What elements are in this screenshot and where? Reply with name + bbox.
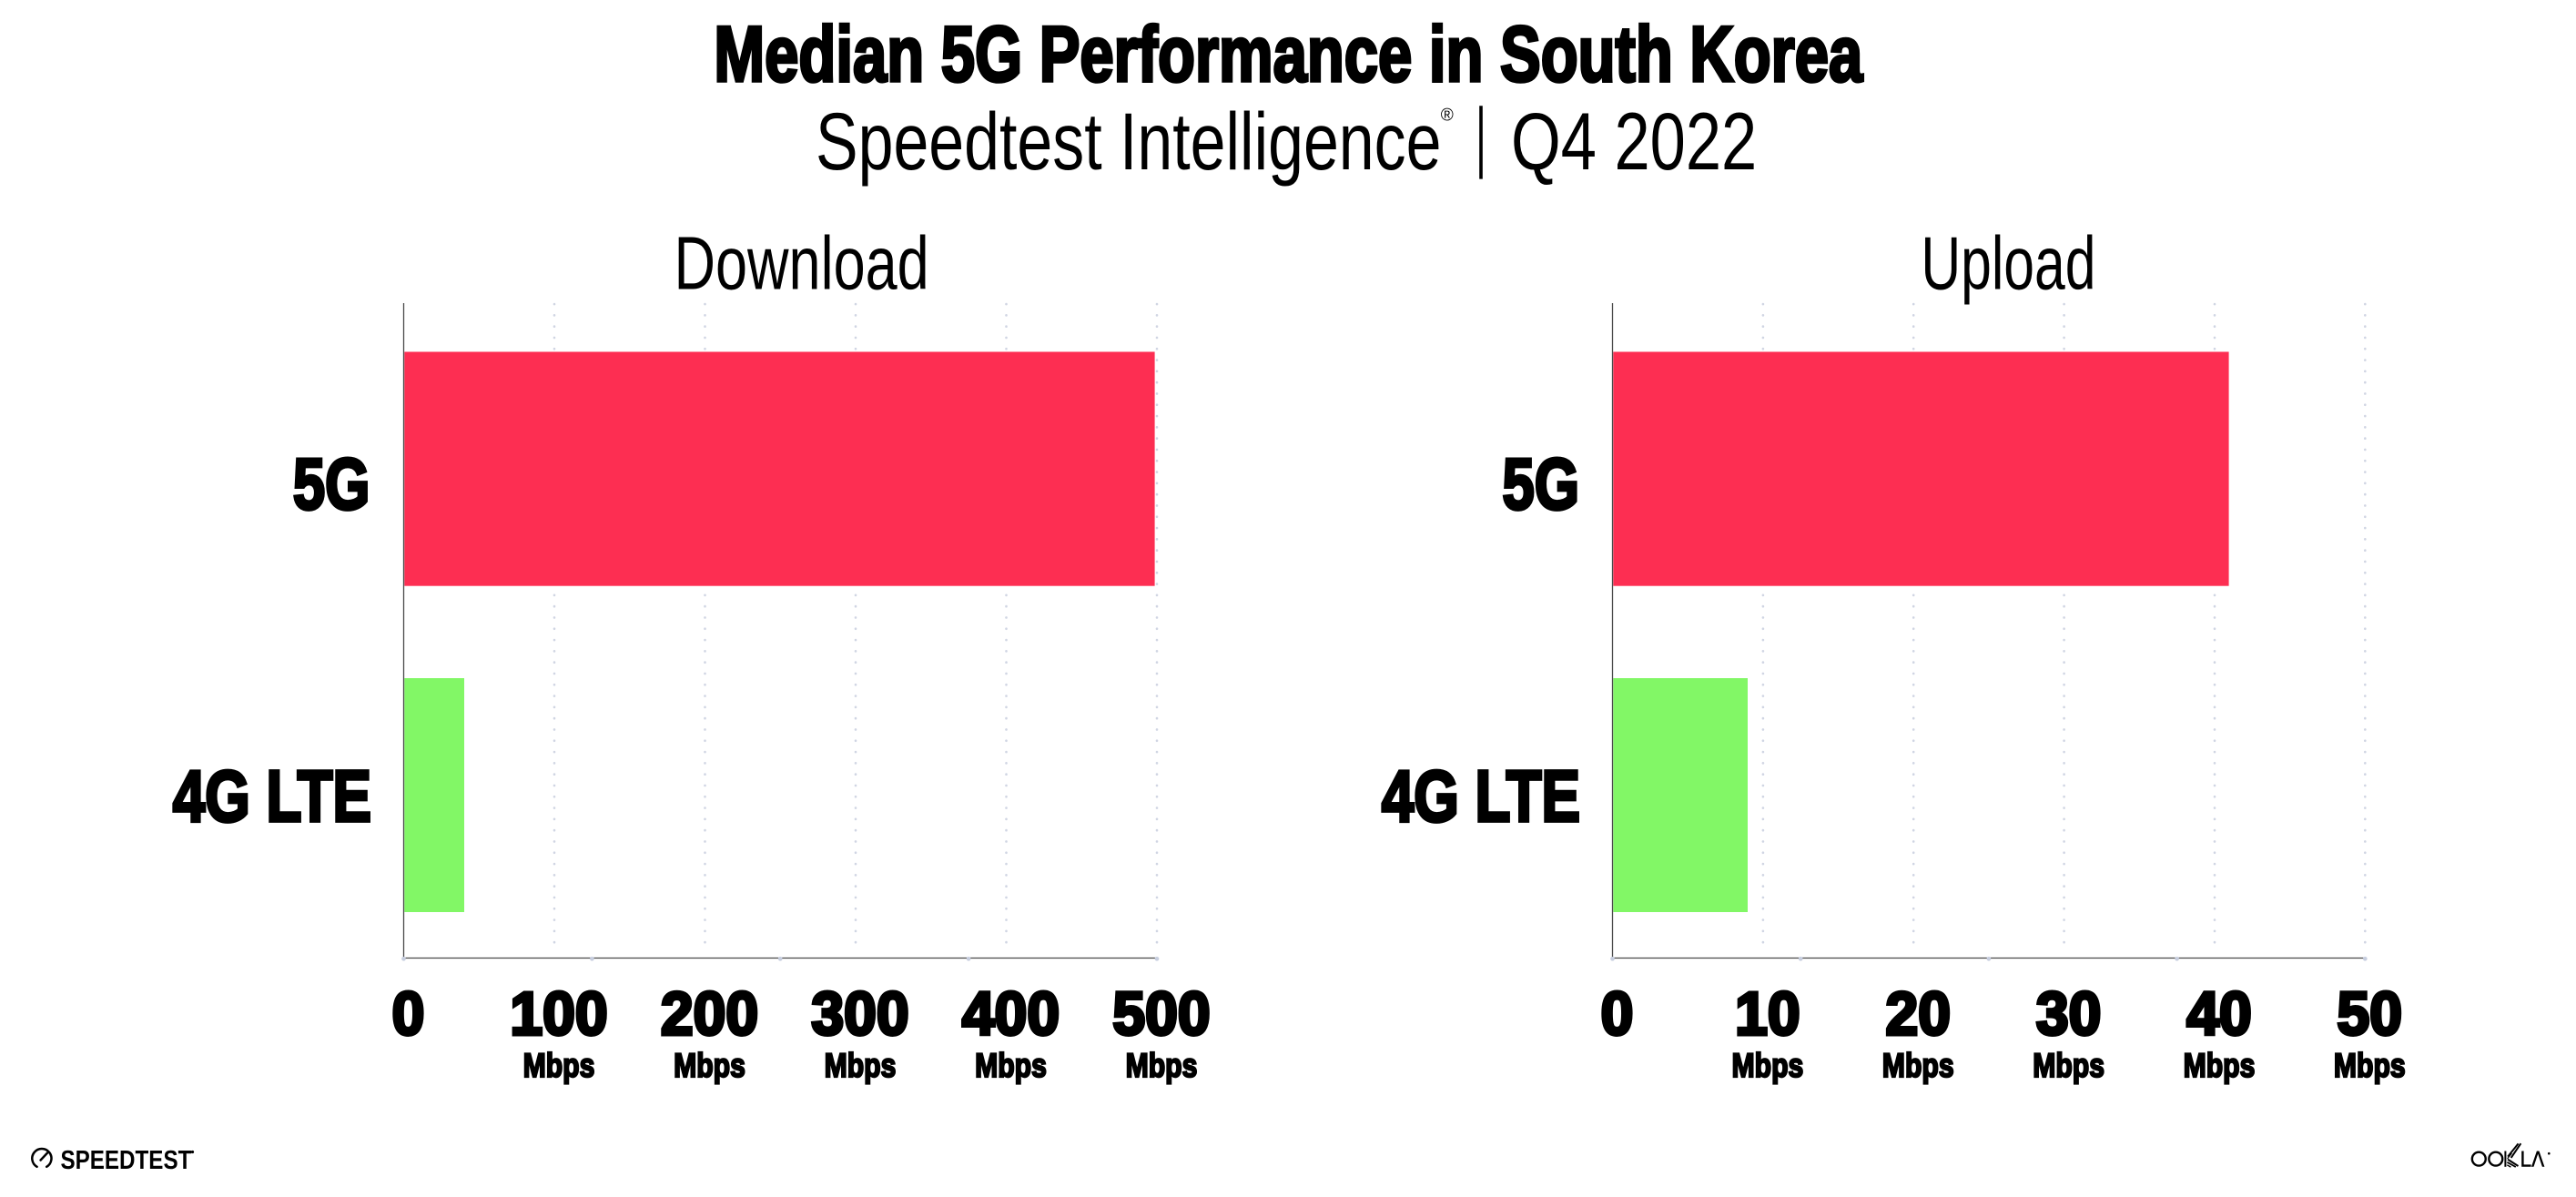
svg-text:Mbps: Mbps xyxy=(674,1047,745,1085)
svg-text:®: ® xyxy=(1441,106,1454,125)
svg-text:Mbps: Mbps xyxy=(825,1047,897,1085)
svg-text:40: 40 xyxy=(2186,979,2251,1048)
svg-text:100: 100 xyxy=(510,979,607,1048)
svg-text:Mbps: Mbps xyxy=(2184,1047,2256,1085)
svg-text:20: 20 xyxy=(1885,979,1950,1048)
svg-text:Mbps: Mbps xyxy=(2033,1047,2104,1085)
svg-text:Upload: Upload xyxy=(1921,221,2095,305)
svg-text:Mbps: Mbps xyxy=(975,1047,1047,1085)
svg-text:200: 200 xyxy=(661,979,758,1048)
svg-text:Download: Download xyxy=(674,220,929,305)
svg-text:500: 500 xyxy=(1112,979,1210,1048)
svg-text:50: 50 xyxy=(2338,979,2402,1048)
svg-text:10: 10 xyxy=(1735,979,1800,1048)
svg-text:Median 5G Performance in South: Median 5G Performance in South Korea xyxy=(714,11,1863,98)
svg-text:Speedtest Intelligence: Speedtest Intelligence xyxy=(816,96,1441,187)
svg-text:4G LTE: 4G LTE xyxy=(173,756,371,837)
svg-text:300: 300 xyxy=(811,979,908,1048)
svg-text:Mbps: Mbps xyxy=(1882,1047,1954,1085)
svg-text:Q4 2022: Q4 2022 xyxy=(1511,96,1757,188)
svg-text:400: 400 xyxy=(962,979,1060,1048)
svg-text:5G: 5G xyxy=(1502,444,1579,525)
svg-text:Mbps: Mbps xyxy=(1731,1047,1803,1085)
svg-text:SPEEDTEST: SPEEDTEST xyxy=(61,1145,192,1175)
svg-text:Mbps: Mbps xyxy=(2334,1047,2406,1085)
svg-text:0: 0 xyxy=(392,979,425,1048)
svg-text:Mbps: Mbps xyxy=(523,1047,595,1085)
svg-text:Mbps: Mbps xyxy=(1126,1047,1198,1085)
svg-text:4G LTE: 4G LTE xyxy=(1382,756,1580,837)
svg-text:5G: 5G xyxy=(293,444,370,525)
svg-text:0: 0 xyxy=(1601,979,1634,1048)
svg-text:30: 30 xyxy=(2036,979,2101,1048)
